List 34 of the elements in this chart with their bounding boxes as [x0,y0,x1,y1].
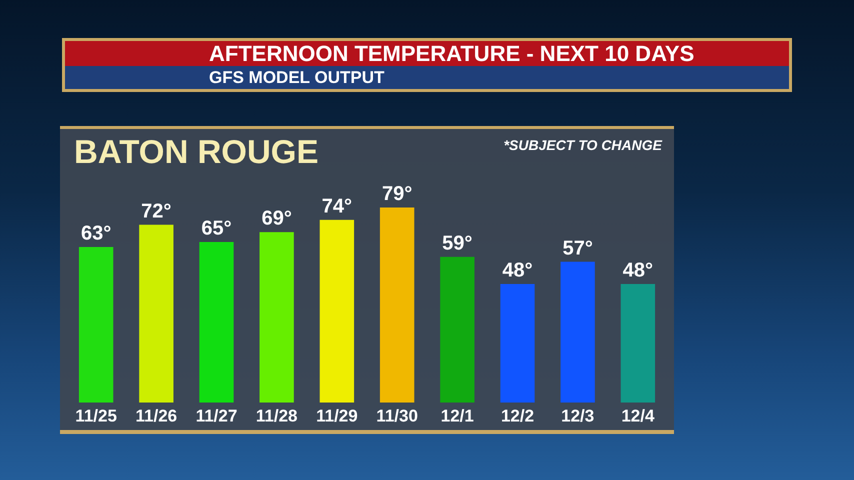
x-tick-label: 12/1 [440,406,474,426]
x-tick-label: 11/29 [316,406,358,426]
data-label: 79° [382,182,412,205]
data-label: 65° [201,218,232,240]
x-tick-label: 12/2 [500,406,534,426]
text: *SUBJECT TO CHANGE [504,137,662,154]
bar [78,246,114,403]
data-label: 59° [442,232,472,254]
x-tick-label: 12/3 [561,406,594,426]
data-label: 63° [80,222,112,245]
data-label: 48° [502,260,533,282]
bar [320,220,354,403]
bar [560,262,595,403]
chart-subtitle: GFS MODEL OUTPUT [209,68,384,88]
bar [440,256,474,403]
chart-title: AFTERNOON TEMPERATURE - NEXT 10 DAYS [209,41,694,66]
text: BATON ROUGE [74,133,318,171]
bar [139,224,174,403]
data-label: 69° [262,208,292,230]
x-tick-label: 11/30 [376,406,418,426]
data-label: 48° [622,260,654,282]
x-tick-label: 11/28 [256,406,298,426]
bar [380,207,414,403]
x-tick-label: 12/4 [621,406,655,426]
data-label: 74° [322,195,352,218]
data-label: 57° [562,237,593,260]
bar [260,232,294,403]
bar [500,284,535,403]
x-tick-label: 11/25 [75,406,117,426]
bar [199,242,234,403]
x-tick-label: 11/26 [135,406,178,426]
x-tick-label: 11/27 [196,406,238,426]
data-label: 72° [141,200,172,222]
bar [620,284,656,403]
